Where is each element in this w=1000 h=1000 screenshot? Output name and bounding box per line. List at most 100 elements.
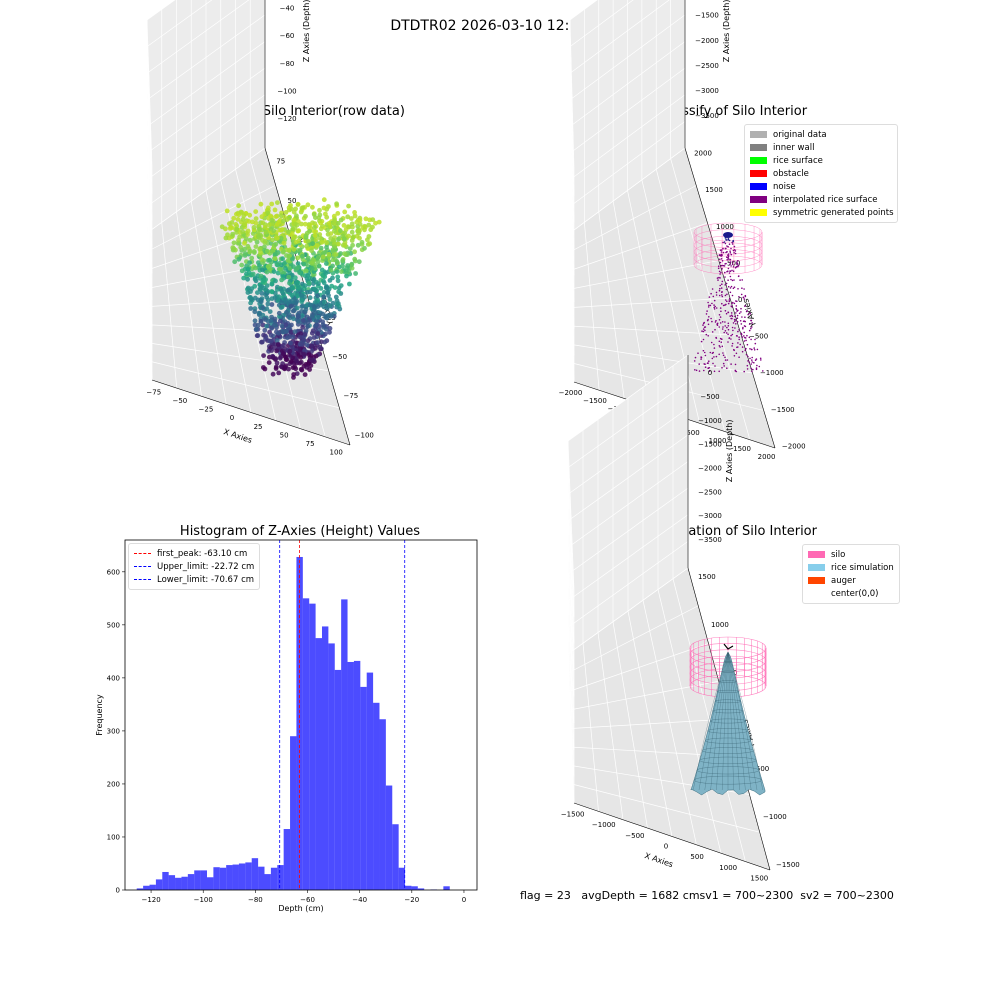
x-tick-label: −80 [248, 896, 263, 904]
scatter-point [272, 295, 278, 300]
scatter-point [305, 255, 311, 261]
scatter-point [732, 301, 734, 304]
scatter-point [723, 241, 726, 243]
scatter-point [339, 269, 344, 274]
scatter-point [700, 356, 703, 359]
scatter-point [347, 281, 352, 287]
histogram-bar [328, 643, 335, 890]
scatter-point [713, 308, 716, 310]
scatter-point [734, 363, 737, 366]
scatter-point [713, 306, 715, 309]
scatter-point [738, 336, 740, 339]
scatter-point [744, 349, 746, 352]
scatter-point [700, 340, 703, 343]
scatter-point [313, 237, 319, 243]
scatter-point [731, 263, 734, 266]
histogram-bar [232, 864, 239, 890]
scatter-point [311, 277, 316, 283]
scatter-point [713, 370, 716, 373]
scatter-point [313, 353, 319, 359]
scatter-point [737, 330, 739, 333]
scatter-point [759, 357, 762, 360]
scatter-point [336, 289, 342, 295]
scatter-point [270, 371, 276, 377]
scatter-point [313, 322, 319, 328]
scatter-point [259, 339, 265, 345]
scatter-point [707, 318, 709, 321]
scatter-point [752, 368, 754, 371]
scatter-point [736, 317, 739, 320]
scatter-point [262, 366, 268, 372]
scatter-point [735, 307, 737, 310]
scatter-point [340, 258, 346, 264]
scatter-point [283, 297, 288, 302]
y-tick-label: 50 [288, 197, 297, 205]
scatter-point [352, 258, 358, 264]
scatter-point [728, 243, 731, 245]
scatter-point [312, 225, 317, 230]
legend-swatch [750, 131, 767, 138]
scatter-point [726, 251, 728, 253]
scatter-point [299, 293, 304, 298]
scatter-point [318, 220, 323, 226]
scatter-point [283, 354, 289, 360]
scatter-point [276, 370, 282, 376]
scatter-point [726, 293, 728, 296]
scatter-point [715, 307, 718, 309]
scatter-point [726, 258, 728, 261]
scatter-point [270, 237, 275, 243]
scatter-point [710, 317, 712, 320]
scatter-point [346, 233, 351, 239]
scatter-point [359, 239, 365, 245]
x-tick-label: −120 [141, 896, 160, 904]
grid-line [146, 0, 213, 47]
panel3-histogram: −120 −100 −80 −60 −40 −20 0 0 100 200 300 400 500 600… [95, 539, 478, 913]
legend-swatch [750, 144, 767, 151]
scatter-point [741, 346, 744, 348]
scatter-point [732, 329, 734, 332]
scatter-point [247, 248, 253, 254]
scatter-point [724, 330, 727, 332]
scatter-point [250, 271, 256, 277]
scatter-point [327, 329, 332, 335]
scatter-point [736, 260, 739, 262]
scatter-point [710, 341, 713, 344]
scatter-point [307, 295, 313, 301]
scatter-point [345, 214, 351, 220]
grid-line [567, 467, 575, 617]
scatter-point [736, 261, 738, 264]
scatter-point [261, 285, 266, 291]
scatter-point [258, 273, 264, 279]
grid-line [569, 0, 634, 47]
scatter-point [730, 334, 732, 337]
surface-mesh [727, 651, 758, 791]
scatter-point [726, 300, 728, 303]
scatter-point [352, 213, 358, 219]
scatter-point [264, 323, 269, 329]
z-tick-label: −2000 [695, 37, 719, 45]
scatter-point [741, 316, 743, 318]
surface-mesh [698, 651, 729, 791]
scatter-point [340, 263, 345, 269]
scatter-point [708, 304, 710, 307]
legend-item: rice simulation [808, 561, 894, 574]
scatter-point [315, 304, 321, 309]
x-tick-label: −25 [199, 406, 214, 414]
x-tick-label: 1000 [709, 437, 727, 445]
grid-line [670, 158, 751, 440]
scatter-point [726, 326, 728, 329]
histogram-bar [411, 886, 418, 890]
status-flag: flag = 23 [520, 889, 571, 902]
scatter-point [309, 260, 315, 266]
scatter-point [355, 242, 361, 248]
scatter-point [294, 358, 300, 364]
histogram-bar [334, 669, 342, 890]
scatter-point [331, 237, 336, 243]
scatter-point [705, 333, 708, 336]
scatter-point [723, 365, 725, 367]
scatter-point [265, 289, 271, 294]
scatter-point [272, 316, 278, 322]
histogram-bar [360, 686, 367, 890]
scatter-point [694, 356, 697, 359]
x-axis-line [151, 379, 351, 446]
